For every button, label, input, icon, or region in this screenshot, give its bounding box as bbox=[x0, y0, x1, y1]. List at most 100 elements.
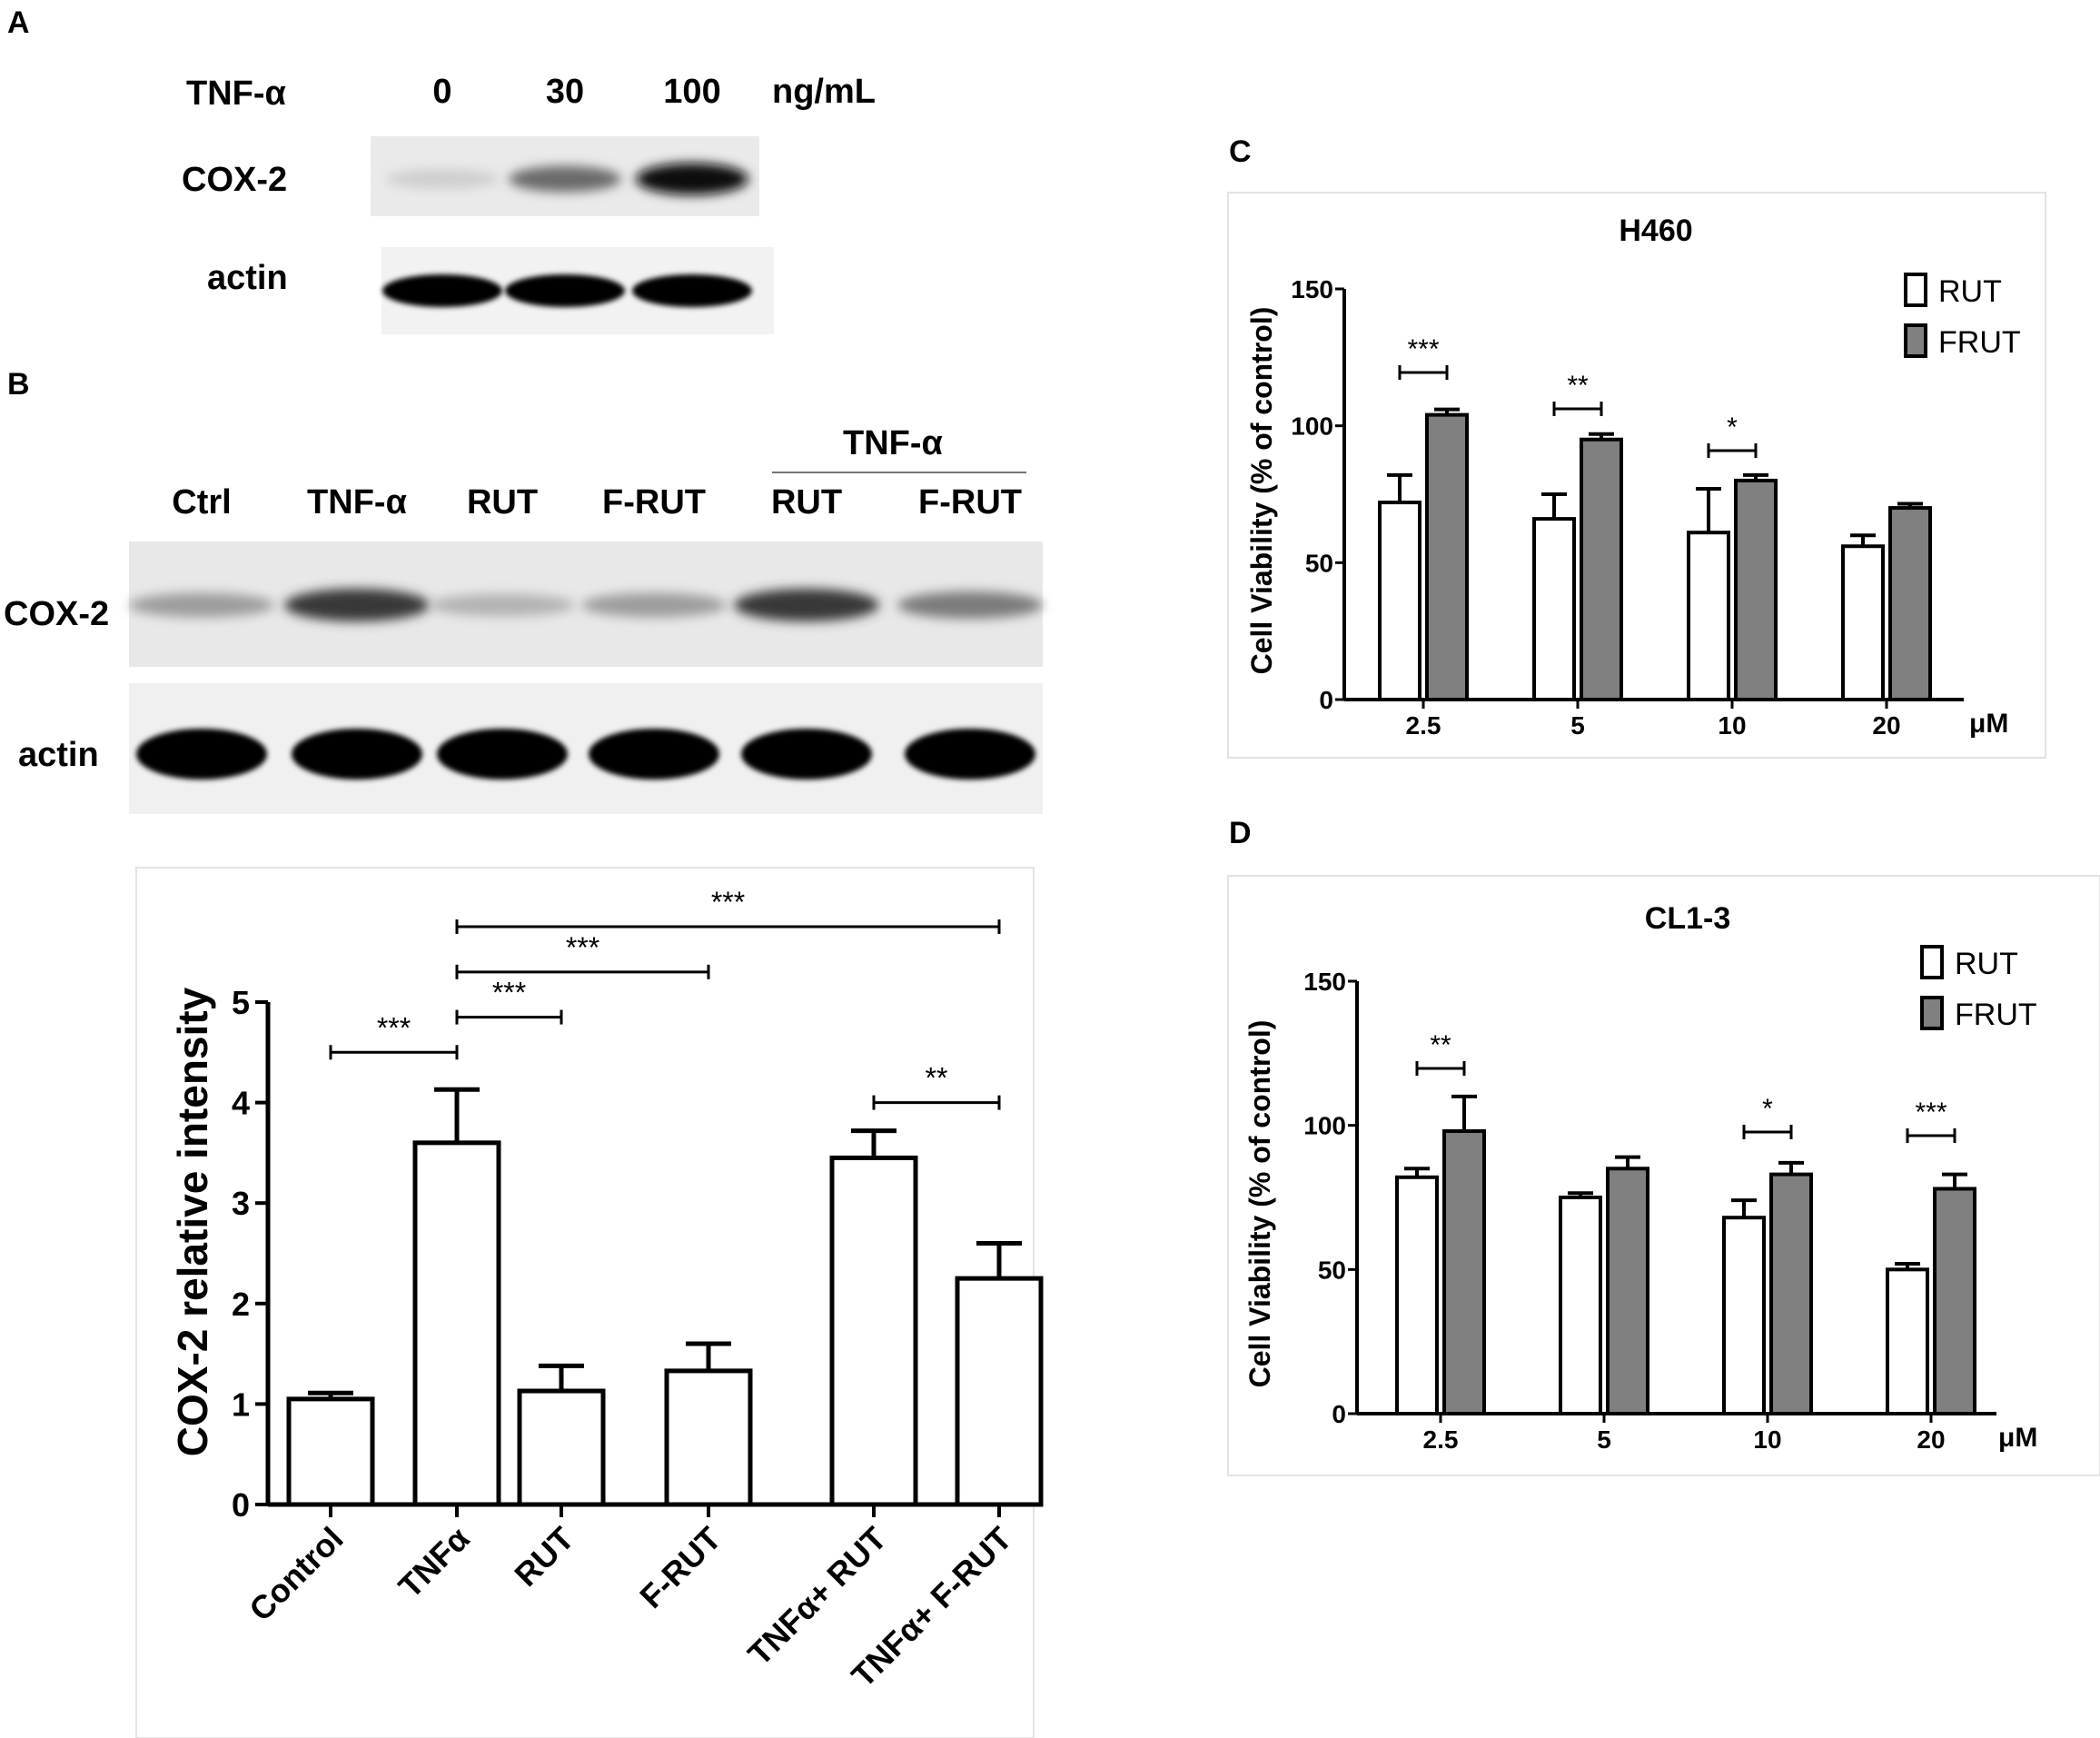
d-bar-frut bbox=[1606, 1167, 1649, 1416]
b-sig-label: *** bbox=[377, 1011, 411, 1044]
panel-a-cox2-band bbox=[386, 169, 499, 189]
d-x-tick-label: 10 bbox=[1753, 1425, 1781, 1454]
panel-b-group-label: TNF-α bbox=[843, 424, 943, 462]
b-sig-label: *** bbox=[711, 886, 745, 919]
c-legend-label: RUT bbox=[1938, 274, 2002, 309]
d-bar-rut bbox=[1395, 1175, 1439, 1415]
b-bar bbox=[412, 1140, 501, 1507]
b-x-tick-label: RUT bbox=[507, 1520, 580, 1594]
c-x-unit: μM bbox=[1969, 709, 2008, 739]
b-x-tick-label: F-RUT bbox=[632, 1520, 728, 1615]
panel-a-treatment-label: TNF-α bbox=[186, 74, 286, 113]
c-bar-frut bbox=[1425, 412, 1469, 701]
b-bar bbox=[829, 1155, 918, 1507]
c-y-tick-label: 100 bbox=[1291, 412, 1333, 441]
d-sig-label: ** bbox=[1430, 1030, 1451, 1060]
d-x-tick-label: 5 bbox=[1597, 1425, 1611, 1454]
c-y-tick-label: 0 bbox=[1319, 686, 1333, 714]
panel-a-cox2-band bbox=[509, 165, 621, 193]
panel-b-letter: B bbox=[7, 367, 30, 402]
d-sig-label: *** bbox=[1915, 1097, 1946, 1127]
panel-b-actin-band bbox=[589, 729, 719, 780]
panel-a-row-cox2: COX-2 bbox=[182, 161, 287, 199]
d-bar-rut bbox=[1886, 1267, 1929, 1416]
c-sig-label: * bbox=[1727, 412, 1738, 442]
c-legend-swatch bbox=[1904, 323, 1927, 358]
b-x-tick-label: Control bbox=[242, 1520, 350, 1628]
panel-b-lane-label: RUT bbox=[467, 483, 538, 521]
panel-b-actin-band bbox=[741, 729, 872, 780]
panel-b-actin-blot bbox=[129, 683, 1043, 814]
panel-a-actin-band bbox=[382, 274, 502, 307]
c-sig-label: *** bbox=[1407, 334, 1439, 364]
panel-b-actin-band bbox=[292, 729, 422, 780]
b-sig-label: ** bbox=[926, 1062, 948, 1095]
panel-a-cox2-band bbox=[636, 163, 748, 195]
c-chart-title: H460 bbox=[1619, 214, 1692, 248]
panel-d: D CL1-3 Cell Viability (% of control) 0 5… bbox=[1227, 816, 2100, 1476]
d-x-unit: μM bbox=[1998, 1423, 2037, 1453]
d-bar-rut bbox=[1722, 1216, 1766, 1416]
panel-b-actin-band bbox=[136, 729, 267, 780]
c-legend-swatch bbox=[1904, 273, 1927, 307]
panel-b-lane-label: F-RUT bbox=[602, 483, 706, 521]
d-bar-frut bbox=[1442, 1129, 1486, 1415]
panel-b-cox2-band bbox=[430, 593, 575, 617]
b-y-tick-label: 0 bbox=[232, 1486, 250, 1524]
panel-b-chart: COX-2 relative intensity 0 1 2 3 4 5 Control TN… bbox=[135, 867, 1044, 1738]
panel-b-lane-labels: Ctrl TNF-α RUT F-RUT RUT F-RUT bbox=[172, 483, 1022, 521]
d-chart-title: CL1-3 bbox=[1645, 901, 1730, 936]
b-x-tick-label: TNFα bbox=[391, 1520, 477, 1605]
c-bar-frut bbox=[1734, 478, 1778, 702]
c-y-tick-label: 50 bbox=[1305, 549, 1333, 577]
d-y-tick-label: 150 bbox=[1303, 968, 1346, 996]
d-legend-label: FRUT bbox=[1955, 998, 2037, 1032]
panel-d-letter: D bbox=[1229, 816, 1252, 850]
panel-a-actin-bands bbox=[382, 274, 752, 307]
c-bar-frut bbox=[1888, 506, 1932, 701]
c-x-tick-label: 2.5 bbox=[1406, 711, 1441, 740]
b-y-tick-label: 4 bbox=[232, 1085, 250, 1122]
d-y-tick-label: 0 bbox=[1332, 1400, 1346, 1428]
c-y-tick-label: 150 bbox=[1291, 275, 1333, 303]
d-x-tick-label: 2.5 bbox=[1423, 1425, 1459, 1454]
panel-c: C H460 Cell Viability (% of control) 0 50… bbox=[1227, 134, 2046, 759]
d-bar-frut bbox=[1769, 1172, 1813, 1415]
panel-b-lane-label: Ctrl bbox=[172, 483, 231, 521]
panel-a-row-actin: actin bbox=[207, 259, 288, 297]
d-legend-label: RUT bbox=[1955, 947, 2018, 981]
d-sig-label: * bbox=[1762, 1094, 1773, 1124]
panel-a-conc-2: 100 bbox=[663, 73, 720, 111]
c-x-tick-label: 5 bbox=[1570, 711, 1585, 740]
b-y-tick-label: 3 bbox=[232, 1185, 250, 1222]
c-bar-rut bbox=[1841, 544, 1885, 702]
panel-a-unit: ng/mL bbox=[772, 73, 876, 111]
panel-a-actin-band bbox=[505, 274, 625, 307]
panel-b-lane-label: TNF-α bbox=[307, 483, 407, 521]
b-bar bbox=[955, 1276, 1044, 1507]
panel-b: B TNF-α Ctrl TNF-α RUT F-RUT RUT F-RUT COX-2 … bbox=[4, 367, 1043, 814]
panel-b-row-cox2: COX-2 bbox=[4, 595, 109, 633]
panel-b-cox2-band bbox=[897, 591, 1043, 619]
c-bar-frut bbox=[1580, 437, 1623, 701]
c-x-tick-label: 20 bbox=[1872, 711, 1900, 740]
panel-b-lane-label: RUT bbox=[771, 483, 842, 521]
b-sig-label: *** bbox=[492, 977, 526, 1009]
panel-b-row-actin: actin bbox=[18, 736, 99, 774]
d-legend-swatch bbox=[1920, 945, 1944, 979]
c-bar-rut bbox=[1532, 517, 1576, 701]
b-y-tick-label: 1 bbox=[232, 1385, 250, 1423]
panel-d-frame bbox=[1227, 875, 2100, 1476]
panel-b-lane-label: F-RUT bbox=[918, 483, 1022, 521]
d-x-tick-label: 20 bbox=[1917, 1425, 1945, 1454]
b-bar bbox=[286, 1396, 375, 1507]
panel-c-letter: C bbox=[1229, 134, 1252, 169]
panel-a: A TNF-α 0 30 100 ng/mL COX-2 actin bbox=[7, 5, 876, 334]
d-chart-ylabel: Cell Viability (% of control) bbox=[1243, 1020, 1276, 1388]
b-sig-label: *** bbox=[566, 931, 599, 964]
b-bar bbox=[517, 1388, 606, 1507]
c-chart-ylabel: Cell Viability (% of control) bbox=[1245, 307, 1278, 675]
c-bar-rut bbox=[1378, 501, 1421, 701]
